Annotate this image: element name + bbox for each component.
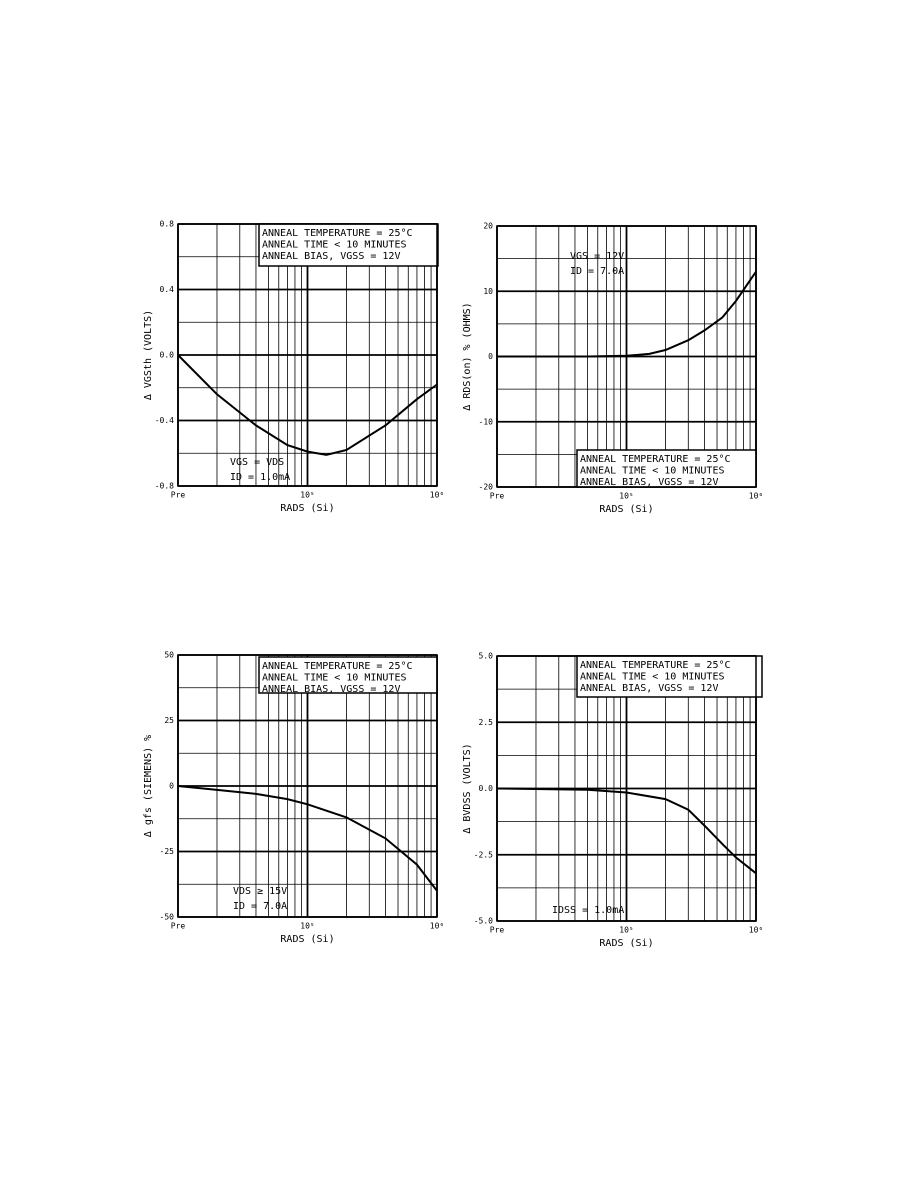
y-tick-label: 0.4	[160, 285, 175, 294]
data-line	[177, 354, 438, 456]
plot-frame	[496, 225, 757, 488]
x-tick-label: Pre	[171, 491, 186, 500]
y-tick-label: -5.0	[474, 917, 493, 926]
x-tick-label: 10⁵	[300, 922, 314, 931]
x-axis-label: RADS (Si)	[599, 938, 653, 949]
annotation-box	[576, 449, 757, 488]
x-tick-label: Pre	[171, 922, 186, 931]
data-line	[177, 785, 438, 892]
y-tick-label: 0	[169, 782, 174, 791]
y-tick-label: 2.5	[479, 718, 494, 727]
annotation-text: ANNEAL BIAS, VGSS = 12V	[262, 684, 400, 695]
condition-note: VDS ≥ 15V	[233, 886, 287, 897]
x-tick-label: 10⁵	[300, 491, 314, 500]
y-tick-label: -0.4	[155, 416, 174, 425]
plot-frame	[177, 223, 438, 487]
y-tick-label: 10	[483, 287, 493, 296]
x-tick-label: 10⁵	[619, 492, 633, 501]
plot-frame	[177, 654, 438, 918]
y-tick-label: 20	[483, 222, 493, 231]
y-axis-label: Δ RDS(on) % (OHMS)	[462, 302, 473, 410]
data-line	[496, 787, 757, 875]
x-axis-label: RADS (Si)	[280, 934, 334, 945]
y-tick-label: 5.0	[479, 652, 494, 661]
x-tick-label: 10⁶	[749, 926, 763, 935]
annotation-box	[576, 655, 763, 698]
y-tick-label: -2.5	[474, 850, 493, 859]
y-tick-label: 0.0	[160, 351, 175, 360]
y-tick-label: -0.8	[155, 482, 174, 491]
y-tick-label: 0.8	[160, 220, 175, 229]
condition-note: IDSS = 1.0mA	[552, 905, 624, 916]
y-axis-label: Δ BVDSS (VOLTS)	[462, 743, 473, 833]
y-tick-label: 0.0	[479, 784, 494, 793]
annotation-text: ANNEAL TIME < 10 MINUTES	[580, 466, 725, 477]
annotation-text: ANNEAL TIME < 10 MINUTES	[580, 672, 725, 683]
y-tick-label: 0	[488, 352, 493, 361]
y-axis-label: Δ VGSth (VOLTS)	[143, 310, 154, 400]
annotation-box	[258, 656, 438, 694]
x-tick-label: Pre	[490, 926, 505, 935]
y-tick-label: -25	[160, 847, 175, 856]
annotation-box	[258, 223, 439, 267]
annotation-text: ANNEAL TEMPERATURE = 25°C	[262, 661, 413, 672]
y-tick-label: 25	[164, 716, 174, 725]
annotation-text: ANNEAL BIAS, VGSS = 12V	[262, 251, 400, 262]
x-tick-label: 10⁶	[430, 922, 444, 931]
x-axis-label: RADS (Si)	[599, 504, 653, 515]
x-tick-label: 10⁶	[430, 491, 444, 500]
x-tick-label: Pre	[490, 492, 505, 501]
annotation-text: ANNEAL BIAS, VGSS = 12V	[580, 683, 718, 694]
condition-note: ID = 1.0mA	[230, 472, 290, 483]
annotation-text: ANNEAL TEMPERATURE = 25°C	[580, 454, 731, 465]
x-tick-label: 10⁶	[749, 492, 763, 501]
annotation-text: ANNEAL TEMPERATURE = 25°C	[262, 228, 413, 239]
condition-note: VGS = VDS	[230, 457, 284, 468]
annotation-text: ANNEAL TEMPERATURE = 25°C	[580, 660, 731, 671]
condition-note: VGS = 12V	[570, 251, 624, 262]
plot-frame	[496, 655, 757, 922]
condition-note: ID = 7.0A	[570, 266, 624, 277]
y-tick-label: -50	[160, 913, 175, 922]
y-tick-label: -20	[479, 483, 494, 492]
x-tick-label: 10⁵	[619, 926, 633, 935]
data-line	[497, 271, 757, 358]
y-tick-label: -10	[479, 417, 494, 426]
x-axis-label: RADS (Si)	[280, 503, 334, 514]
annotation-text: ANNEAL BIAS, VGSS = 12V	[580, 477, 718, 488]
annotation-text: ANNEAL TIME < 10 MINUTES	[262, 240, 407, 251]
condition-note: ID = 7.0A	[233, 901, 287, 912]
y-tick-label: 50	[164, 651, 174, 660]
annotation-text: ANNEAL TIME < 10 MINUTES	[262, 673, 407, 684]
y-axis-label: Δ gfs (SIEMENS) %	[143, 735, 154, 837]
